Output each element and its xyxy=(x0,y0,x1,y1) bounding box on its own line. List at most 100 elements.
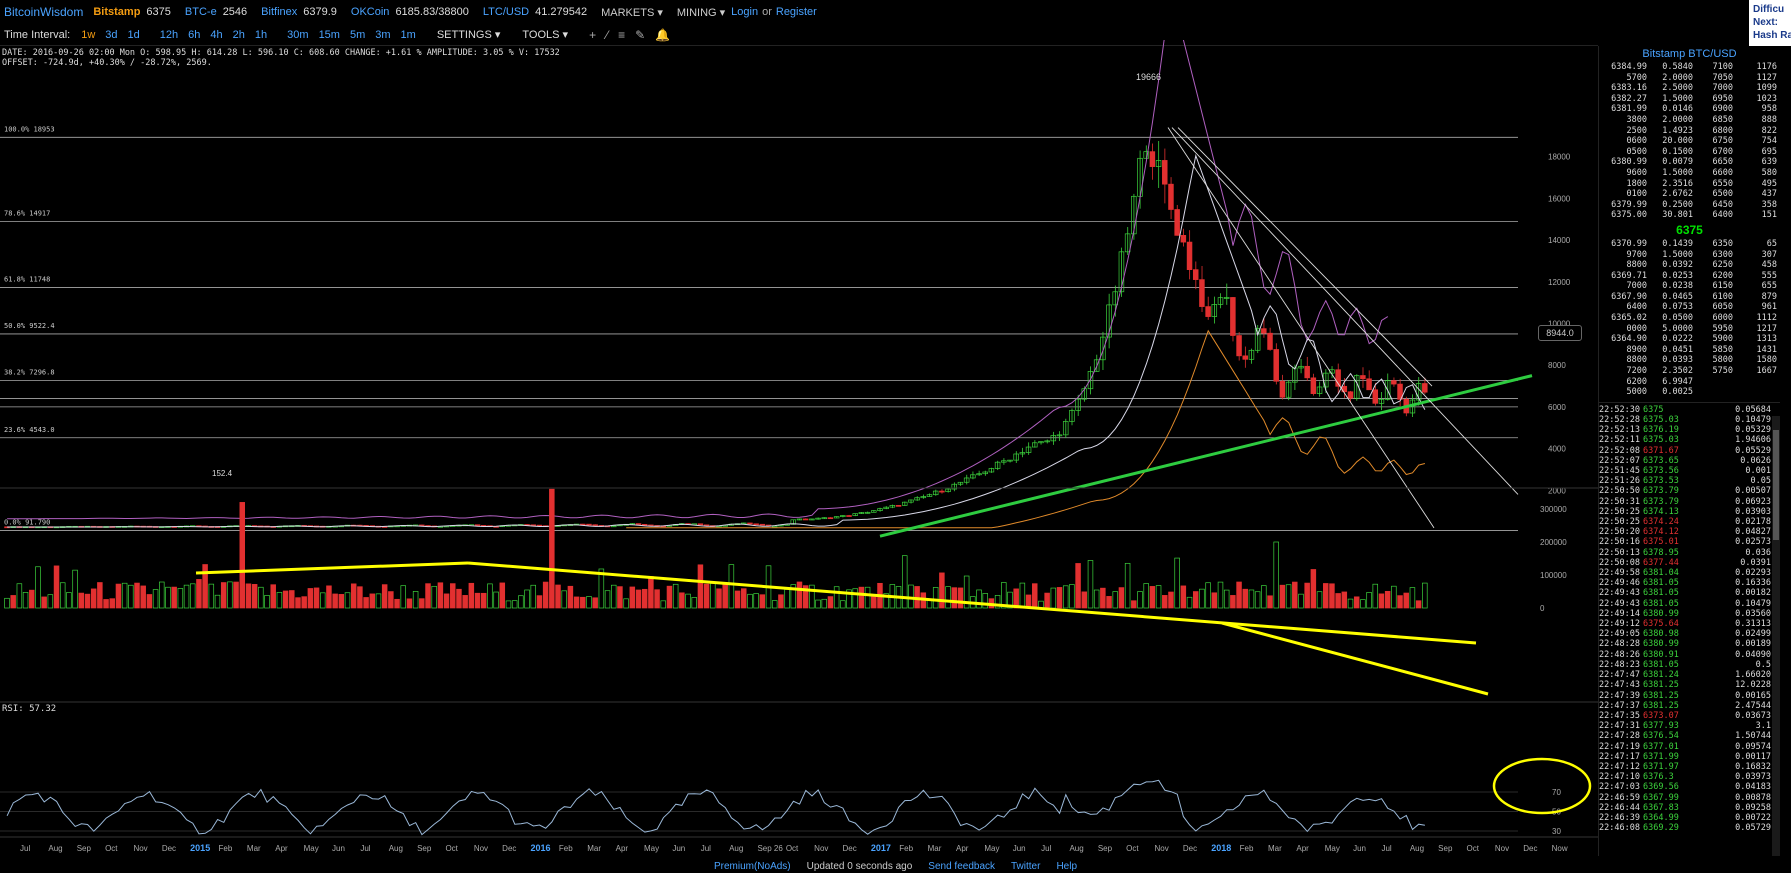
volume-bar xyxy=(1415,600,1422,609)
orderbook-title[interactable]: Bitstamp BTC/USD xyxy=(1642,48,1737,60)
volume-bar xyxy=(778,594,784,609)
bid-row[interactable]: 8800 0.0393 5800 1580 xyxy=(1599,355,1780,366)
ask-row[interactable]: 9600 1.5000 6600 580 xyxy=(1599,168,1780,179)
volume-bar xyxy=(617,586,623,609)
volume-bar xyxy=(177,588,184,609)
interval-4h[interactable]: 4h xyxy=(210,28,223,41)
trade-cell: 22:47:28 xyxy=(1599,731,1640,742)
premium-link[interactable]: Premium(NoAds) xyxy=(713,861,791,872)
ask-row[interactable]: 6381.99 0.0146 6900 958 xyxy=(1599,104,1780,115)
volume-bar xyxy=(821,598,827,609)
bid-cell: 555 xyxy=(1761,270,1777,281)
ticker-btce[interactable]: BTC-e xyxy=(184,6,217,18)
ticker-okcoin[interactable]: OKCoin xyxy=(350,6,390,18)
ask-row[interactable]: 0100 2.6762 6500 437 xyxy=(1599,189,1780,200)
volume-bar xyxy=(350,583,357,609)
bid-row[interactable]: 8900 0.0451 5850 1431 xyxy=(1599,345,1780,356)
candle-body xyxy=(1205,306,1211,317)
register-link[interactable]: Register xyxy=(775,6,817,18)
candle-body xyxy=(1180,235,1187,243)
ask-row[interactable]: 5700 2.0000 7050 1127 xyxy=(1599,73,1780,84)
bid-row[interactable]: 8800 0.0392 6250 458 xyxy=(1599,260,1780,271)
interval-1h[interactable]: 1h xyxy=(254,28,268,41)
interval-1w[interactable]: 1w xyxy=(81,28,96,41)
bid-row[interactable]: 6367.90 0.0465 6100 879 xyxy=(1599,292,1780,303)
ask-cell: 495 xyxy=(1761,178,1777,189)
bid-cell: 961 xyxy=(1761,302,1777,313)
brand-logo-link[interactable]: BitcoinWisdom xyxy=(4,5,84,19)
ask-row[interactable]: 6380.99 0.0079 6650 639 xyxy=(1599,157,1780,168)
trendline-icon[interactable]: ⁄ xyxy=(606,27,609,42)
bid-row[interactable]: 6364.90 0.0222 5900 1313 xyxy=(1599,334,1780,345)
ask-row[interactable]: 6384.99 0.5840 7100 1176 xyxy=(1599,62,1780,73)
ask-cell: 0.0079 xyxy=(1662,157,1693,168)
bid-row[interactable]: 9700 1.5000 6300 307 xyxy=(1599,250,1780,261)
mining-menu[interactable]: MINING ▾ xyxy=(676,6,726,19)
trade-cell: 6381.04 xyxy=(1643,568,1679,579)
bid-row[interactable]: 6400 0.0753 6050 961 xyxy=(1599,302,1780,313)
ask-cell: 358 xyxy=(1761,199,1777,210)
ask-row[interactable]: 1800 2.3516 6550 495 xyxy=(1599,179,1780,190)
bid-row[interactable]: 6200 6.9947 xyxy=(1599,377,1780,388)
settings-dropdown[interactable]: SETTINGS ▾ xyxy=(436,29,501,41)
twitter-link[interactable]: Twitter xyxy=(1011,861,1041,872)
bid-row[interactable]: 5000 0.0025 xyxy=(1599,387,1780,398)
ask-row[interactable]: 6382.27 1.5000 6950 1023 xyxy=(1599,94,1780,105)
ask-cell: 2.5000 xyxy=(1662,83,1693,94)
markets-menu[interactable]: MARKETS ▾ xyxy=(601,6,663,19)
interval-12h[interactable]: 12h xyxy=(159,28,179,41)
tools-dropdown[interactable]: TOOLS ▾ xyxy=(522,29,569,41)
candle-body xyxy=(1378,399,1385,404)
ask-row[interactable]: 6379.99 0.2500 6450 358 xyxy=(1599,200,1780,211)
ticker-bitfinex[interactable]: Bitfinex xyxy=(261,6,298,18)
interval-2h[interactable]: 2h xyxy=(232,28,245,41)
interval-3m[interactable]: 3m xyxy=(375,28,391,41)
volume-bar xyxy=(1199,588,1205,609)
interval-1d[interactable]: 1d xyxy=(127,28,140,41)
bid-row[interactable]: 6369.71 0.0253 6200 555 xyxy=(1599,271,1780,282)
candle-body xyxy=(1131,195,1137,235)
trades-scrollbar[interactable] xyxy=(1772,416,1780,856)
help-link[interactable]: Help xyxy=(1056,861,1078,872)
ask-row[interactable]: 3800 2.0000 6850 888 xyxy=(1599,115,1780,126)
volume-bar xyxy=(53,565,60,609)
bid-row[interactable]: 7200 2.3502 5750 1667 xyxy=(1599,366,1780,377)
ask-row[interactable]: 0600 20.000 6750 754 xyxy=(1599,136,1780,147)
ticker-bitstamp[interactable]: Bitstamp xyxy=(93,6,141,18)
price-axis-label: 18000 xyxy=(1548,153,1571,162)
trade-cell: 22:49:05 xyxy=(1599,629,1640,640)
interval-1m[interactable]: 1m xyxy=(400,28,416,41)
volume-bar xyxy=(171,586,177,609)
candle-body xyxy=(1397,383,1403,400)
trade-cell: 22:49:58 xyxy=(1599,568,1640,579)
price-chart[interactable]: 100.0% 18953 78.6% 14917 61.8% 11748 50.0% … xyxy=(0,40,1598,860)
bell-icon[interactable]: 🔔 xyxy=(655,27,671,42)
interval-15m[interactable]: 15m xyxy=(318,28,340,41)
ticker-ltcusd[interactable]: LTC/USD xyxy=(482,6,530,18)
orderbook-asks: 6384.99 0.5840 7100 1176 5700 2.0000 7050 1127 6… xyxy=(1599,62,1780,221)
ask-row[interactable]: 6383.16 2.5000 7000 1099 xyxy=(1599,83,1780,94)
crosshair-icon[interactable]: + xyxy=(589,27,597,42)
bid-cell: 0000 xyxy=(1626,323,1647,334)
trade-cell: 6375 xyxy=(1643,404,1664,415)
interval-30m[interactable]: 30m xyxy=(287,28,309,41)
interval-3d[interactable]: 3d xyxy=(105,28,118,41)
bid-row[interactable]: 6365.02 0.0500 6000 1112 xyxy=(1599,313,1780,324)
ask-row[interactable]: 0500 0.1500 6700 695 xyxy=(1599,147,1780,158)
ask-row[interactable]: 2500 1.4923 6800 822 xyxy=(1599,126,1780,137)
login-link[interactable]: Login xyxy=(731,6,759,18)
interval-5m[interactable]: 5m xyxy=(349,28,366,41)
draw-icon[interactable]: ✎ xyxy=(635,27,646,42)
fibonacci-icon[interactable]: ≡ xyxy=(618,27,626,42)
candle-body xyxy=(1192,269,1199,280)
feedback-link[interactable]: Send feedback xyxy=(928,861,995,872)
bid-cell: 1112 xyxy=(1756,313,1777,324)
ask-row[interactable]: 6375.00 30.801 6400 151 xyxy=(1599,210,1780,221)
bid-row[interactable]: 7000 0.0238 6150 655 xyxy=(1599,281,1780,292)
trade-cell: 0.10479 xyxy=(1735,415,1771,426)
interval-6h[interactable]: 6h xyxy=(188,28,201,41)
bid-row[interactable]: 0000 5.0000 5950 1217 xyxy=(1599,324,1780,335)
ask-cell: 7100 xyxy=(1712,62,1733,72)
trade-row: 22:50:08 6377.44 0.0391 xyxy=(1599,558,1780,568)
bid-row[interactable]: 6370.99 0.1439 6350 65 xyxy=(1599,239,1780,250)
